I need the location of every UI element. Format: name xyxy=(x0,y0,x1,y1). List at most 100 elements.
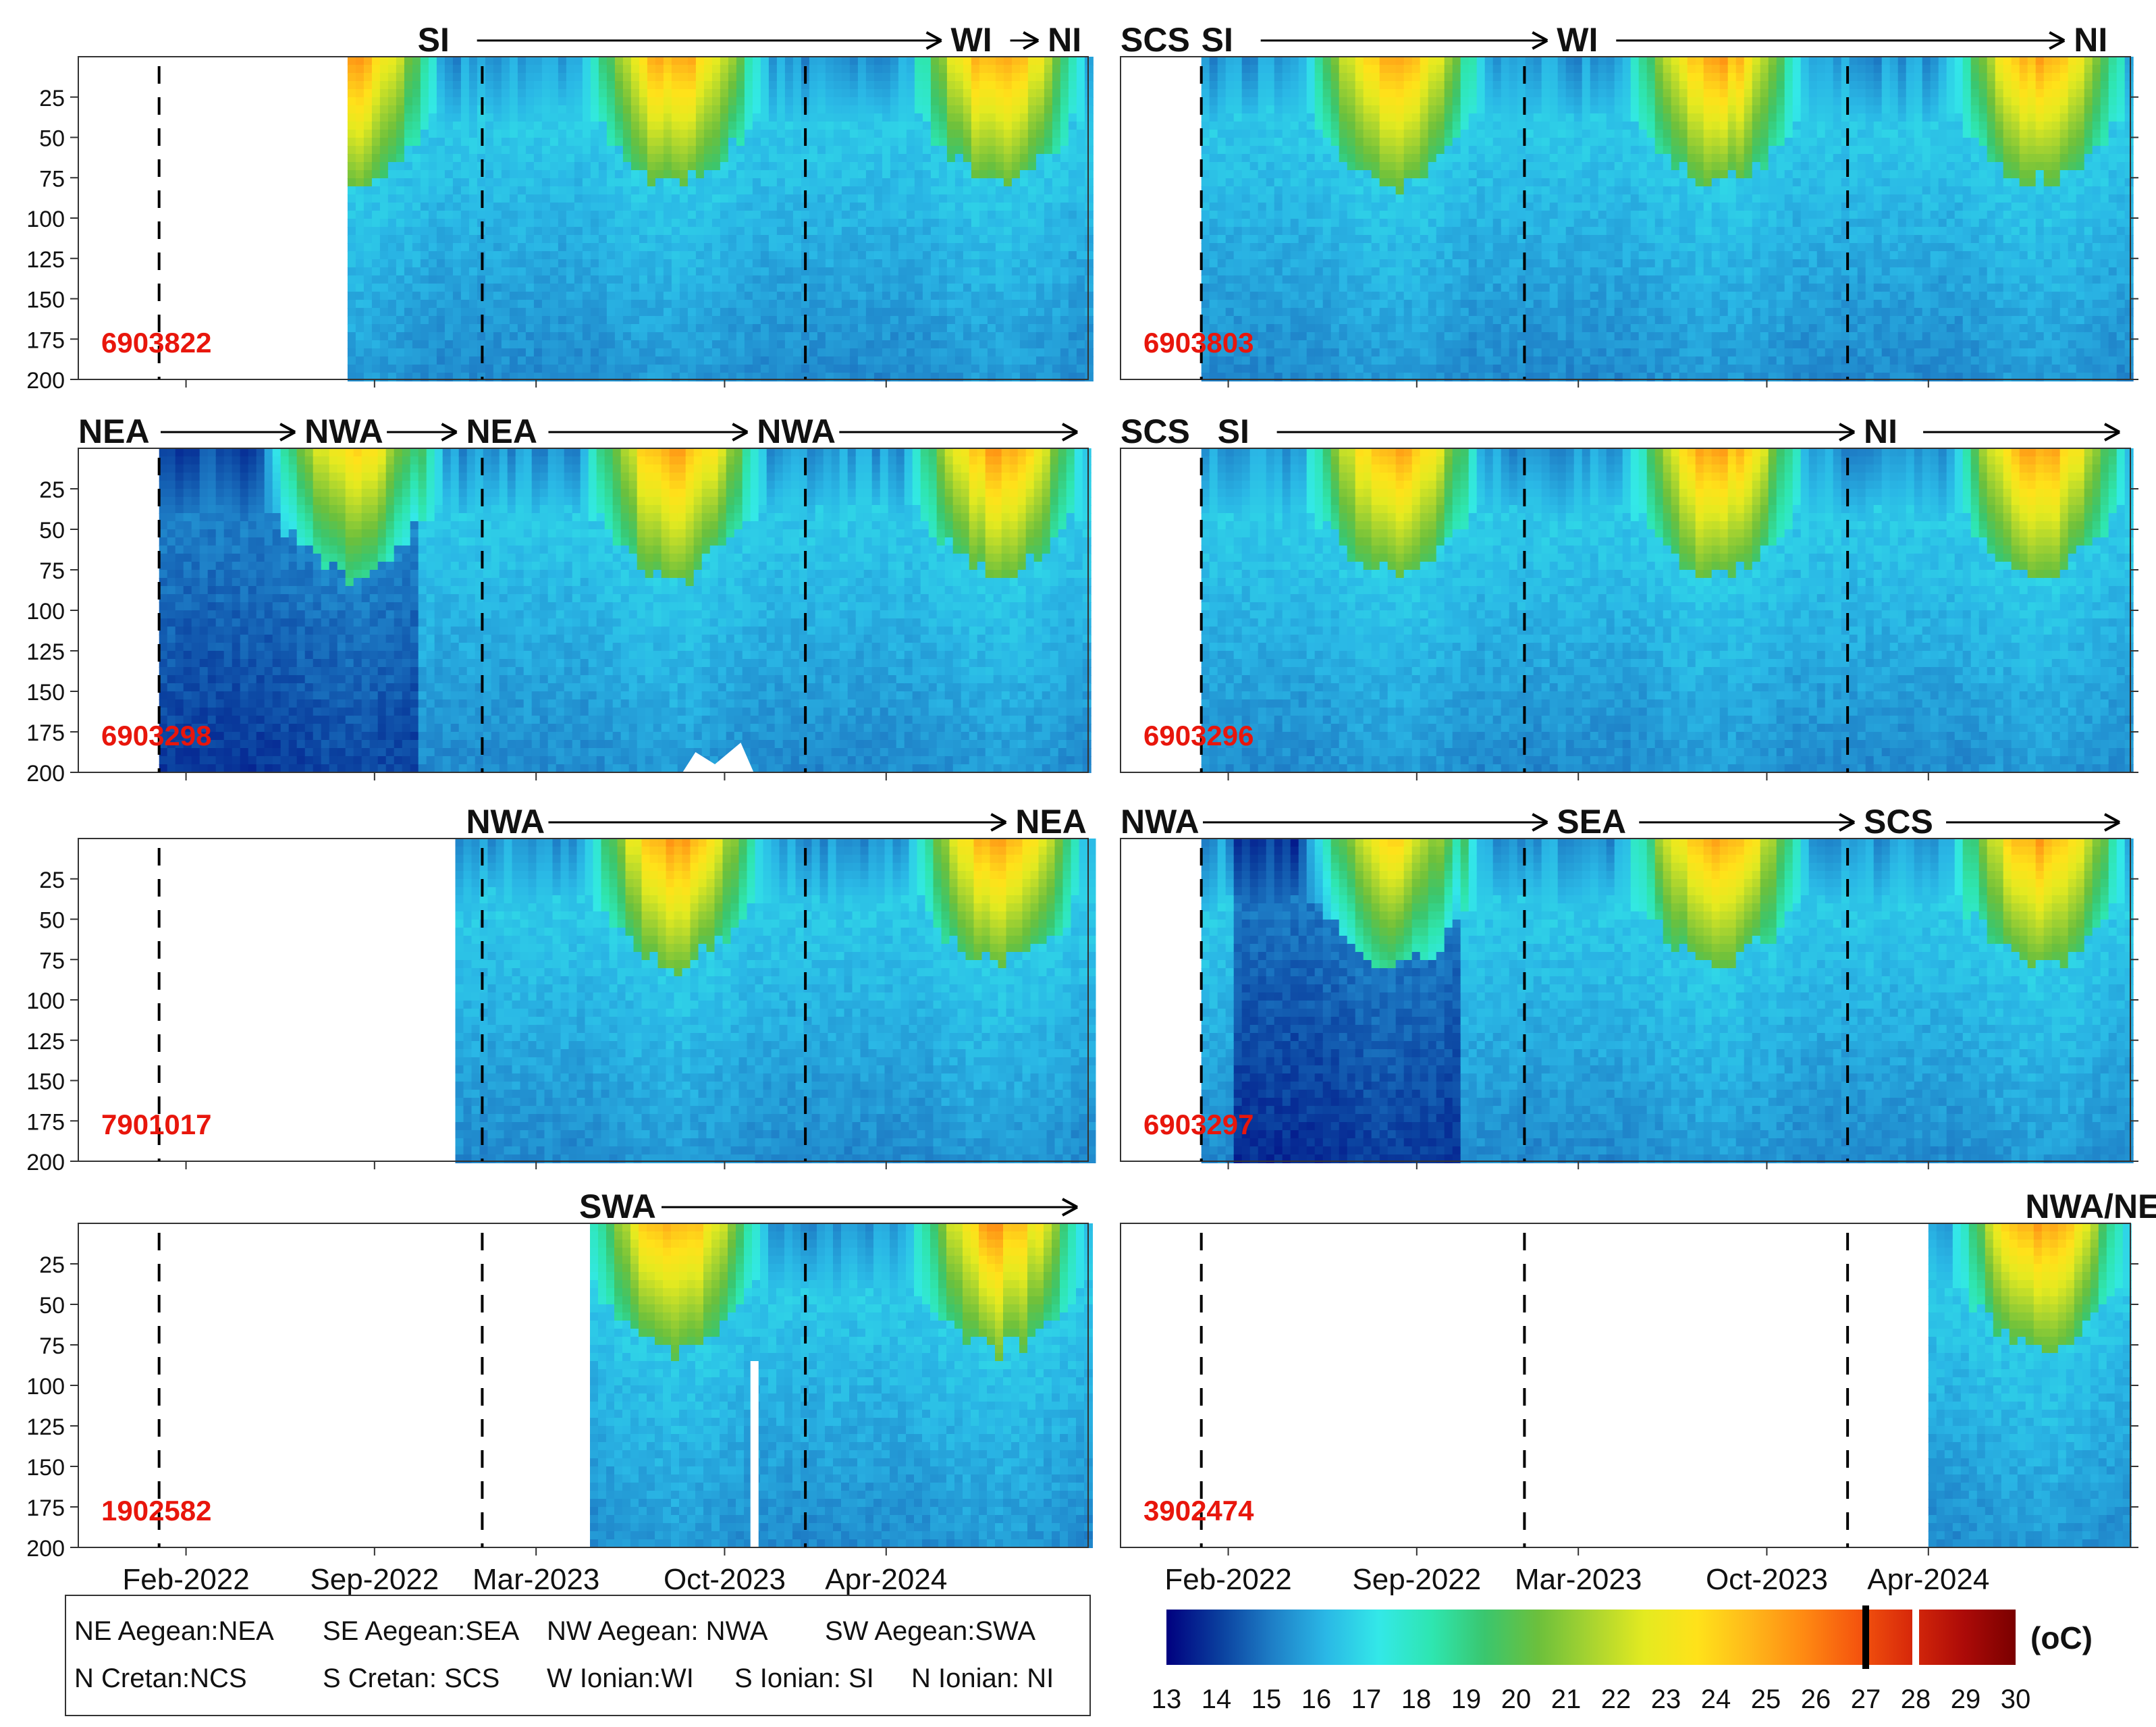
heatmap-cell xyxy=(1395,65,1405,74)
heatmap-cell xyxy=(1274,65,1283,74)
heatmap-cell xyxy=(768,105,778,114)
heatmap-cell xyxy=(1420,324,1429,333)
heatmap-cell xyxy=(574,243,583,252)
heatmap-cell xyxy=(1027,162,1037,171)
heatmap-cell xyxy=(720,57,729,65)
heatmap-cell xyxy=(460,300,470,309)
heatmap-cell xyxy=(1068,251,1077,260)
heatmap-cell xyxy=(1298,284,1308,292)
heatmap-cell xyxy=(954,332,964,341)
heatmap-cell xyxy=(1217,251,1227,260)
heatmap-cell xyxy=(1363,365,1372,373)
heatmap-cell xyxy=(979,259,988,268)
heatmap-cell xyxy=(703,275,713,284)
heatmap-cell xyxy=(1233,340,1243,349)
heatmap-cell xyxy=(371,130,381,138)
heatmap-cell xyxy=(1314,105,1324,114)
heatmap-cell xyxy=(841,73,851,82)
heatmap-cell xyxy=(922,308,932,317)
heatmap-cell xyxy=(922,332,932,341)
heatmap-cell xyxy=(914,227,923,236)
heatmap-cell xyxy=(647,219,656,228)
heatmap-cell xyxy=(582,259,591,268)
heatmap-cell xyxy=(1084,300,1094,309)
heatmap-cell xyxy=(379,324,389,333)
heatmap-cell xyxy=(1322,105,1332,114)
heatmap-cell xyxy=(525,227,535,236)
heatmap-cell xyxy=(549,146,559,155)
heatmap-cell xyxy=(590,251,599,260)
heatmap-cell xyxy=(1444,97,1453,106)
heatmap-cell xyxy=(1052,73,1061,82)
heatmap-cell xyxy=(1068,356,1077,365)
heatmap-cell xyxy=(525,284,535,292)
heatmap-cell xyxy=(849,284,859,292)
heatmap-cell xyxy=(1019,89,1029,98)
heatmap-cell xyxy=(549,251,559,260)
heatmap-cell xyxy=(1306,340,1316,349)
heatmap-cell xyxy=(355,57,365,65)
heatmap-cell xyxy=(809,340,818,349)
heatmap-cell xyxy=(744,211,753,219)
heatmap-cell xyxy=(1411,130,1421,138)
heatmap-cell xyxy=(760,259,770,268)
heatmap-cell xyxy=(1068,178,1077,187)
heatmap-cell xyxy=(428,203,437,211)
heatmap-cell xyxy=(1076,97,1085,106)
heatmap-cell xyxy=(711,308,721,317)
heatmap-cell xyxy=(971,81,980,90)
heatmap-cell xyxy=(614,186,624,195)
heatmap-cell xyxy=(452,154,462,163)
heatmap-cell xyxy=(1314,65,1324,74)
heatmap-cell xyxy=(347,211,356,219)
heatmap-cell xyxy=(404,65,413,74)
heatmap-cell xyxy=(598,81,608,90)
heatmap-cell xyxy=(1052,251,1061,260)
heatmap-cell xyxy=(1282,122,1291,130)
heatmap-cell xyxy=(541,162,551,171)
heatmap-cell xyxy=(444,243,454,252)
heatmap-cell xyxy=(760,138,770,147)
heatmap-cell xyxy=(995,146,1004,155)
heatmap-cell xyxy=(1403,194,1413,203)
heatmap-cell xyxy=(914,284,923,292)
heatmap-cell xyxy=(460,89,470,98)
heatmap-cell xyxy=(622,65,632,74)
heatmap-cell xyxy=(865,138,875,147)
heatmap-cell xyxy=(898,194,907,203)
heatmap-cell xyxy=(655,284,664,292)
heatmap-cell xyxy=(1201,308,1210,317)
heatmap-cell xyxy=(1068,259,1077,268)
heatmap-cell xyxy=(663,138,672,147)
heatmap-cell xyxy=(817,130,826,138)
heatmap-cell xyxy=(1379,113,1389,122)
heatmap-cell xyxy=(1241,259,1251,268)
heatmap-cell xyxy=(1209,203,1218,211)
heatmap-cell xyxy=(606,122,616,130)
heatmap-cell xyxy=(995,186,1004,195)
heatmap-cell xyxy=(420,211,429,219)
heatmap-cell xyxy=(776,316,786,325)
heatmap-cell xyxy=(493,348,502,357)
heatmap-cell xyxy=(841,194,851,203)
heatmap-cell xyxy=(1258,243,1267,252)
heatmap-cell xyxy=(622,203,632,211)
heatmap-cell xyxy=(1387,146,1397,155)
heatmap-cell xyxy=(711,146,721,155)
heatmap-cell xyxy=(987,340,996,349)
heatmap-cell xyxy=(477,113,486,122)
heatmap-cell xyxy=(809,186,818,195)
heatmap-cell xyxy=(1363,340,1372,349)
heatmap-cell xyxy=(371,65,381,74)
heatmap-cell xyxy=(898,227,907,236)
heatmap-cell xyxy=(995,316,1004,325)
heatmap-cell xyxy=(412,81,421,90)
heatmap-cell xyxy=(444,373,454,381)
heatmap-cell xyxy=(1035,243,1045,252)
heatmap-cell xyxy=(493,154,502,163)
heatmap-cell xyxy=(558,113,567,122)
heatmap-cell xyxy=(1395,365,1405,373)
heatmap-cell xyxy=(598,332,608,341)
heatmap-cell xyxy=(1330,122,1340,130)
heatmap-cell xyxy=(1339,356,1348,365)
